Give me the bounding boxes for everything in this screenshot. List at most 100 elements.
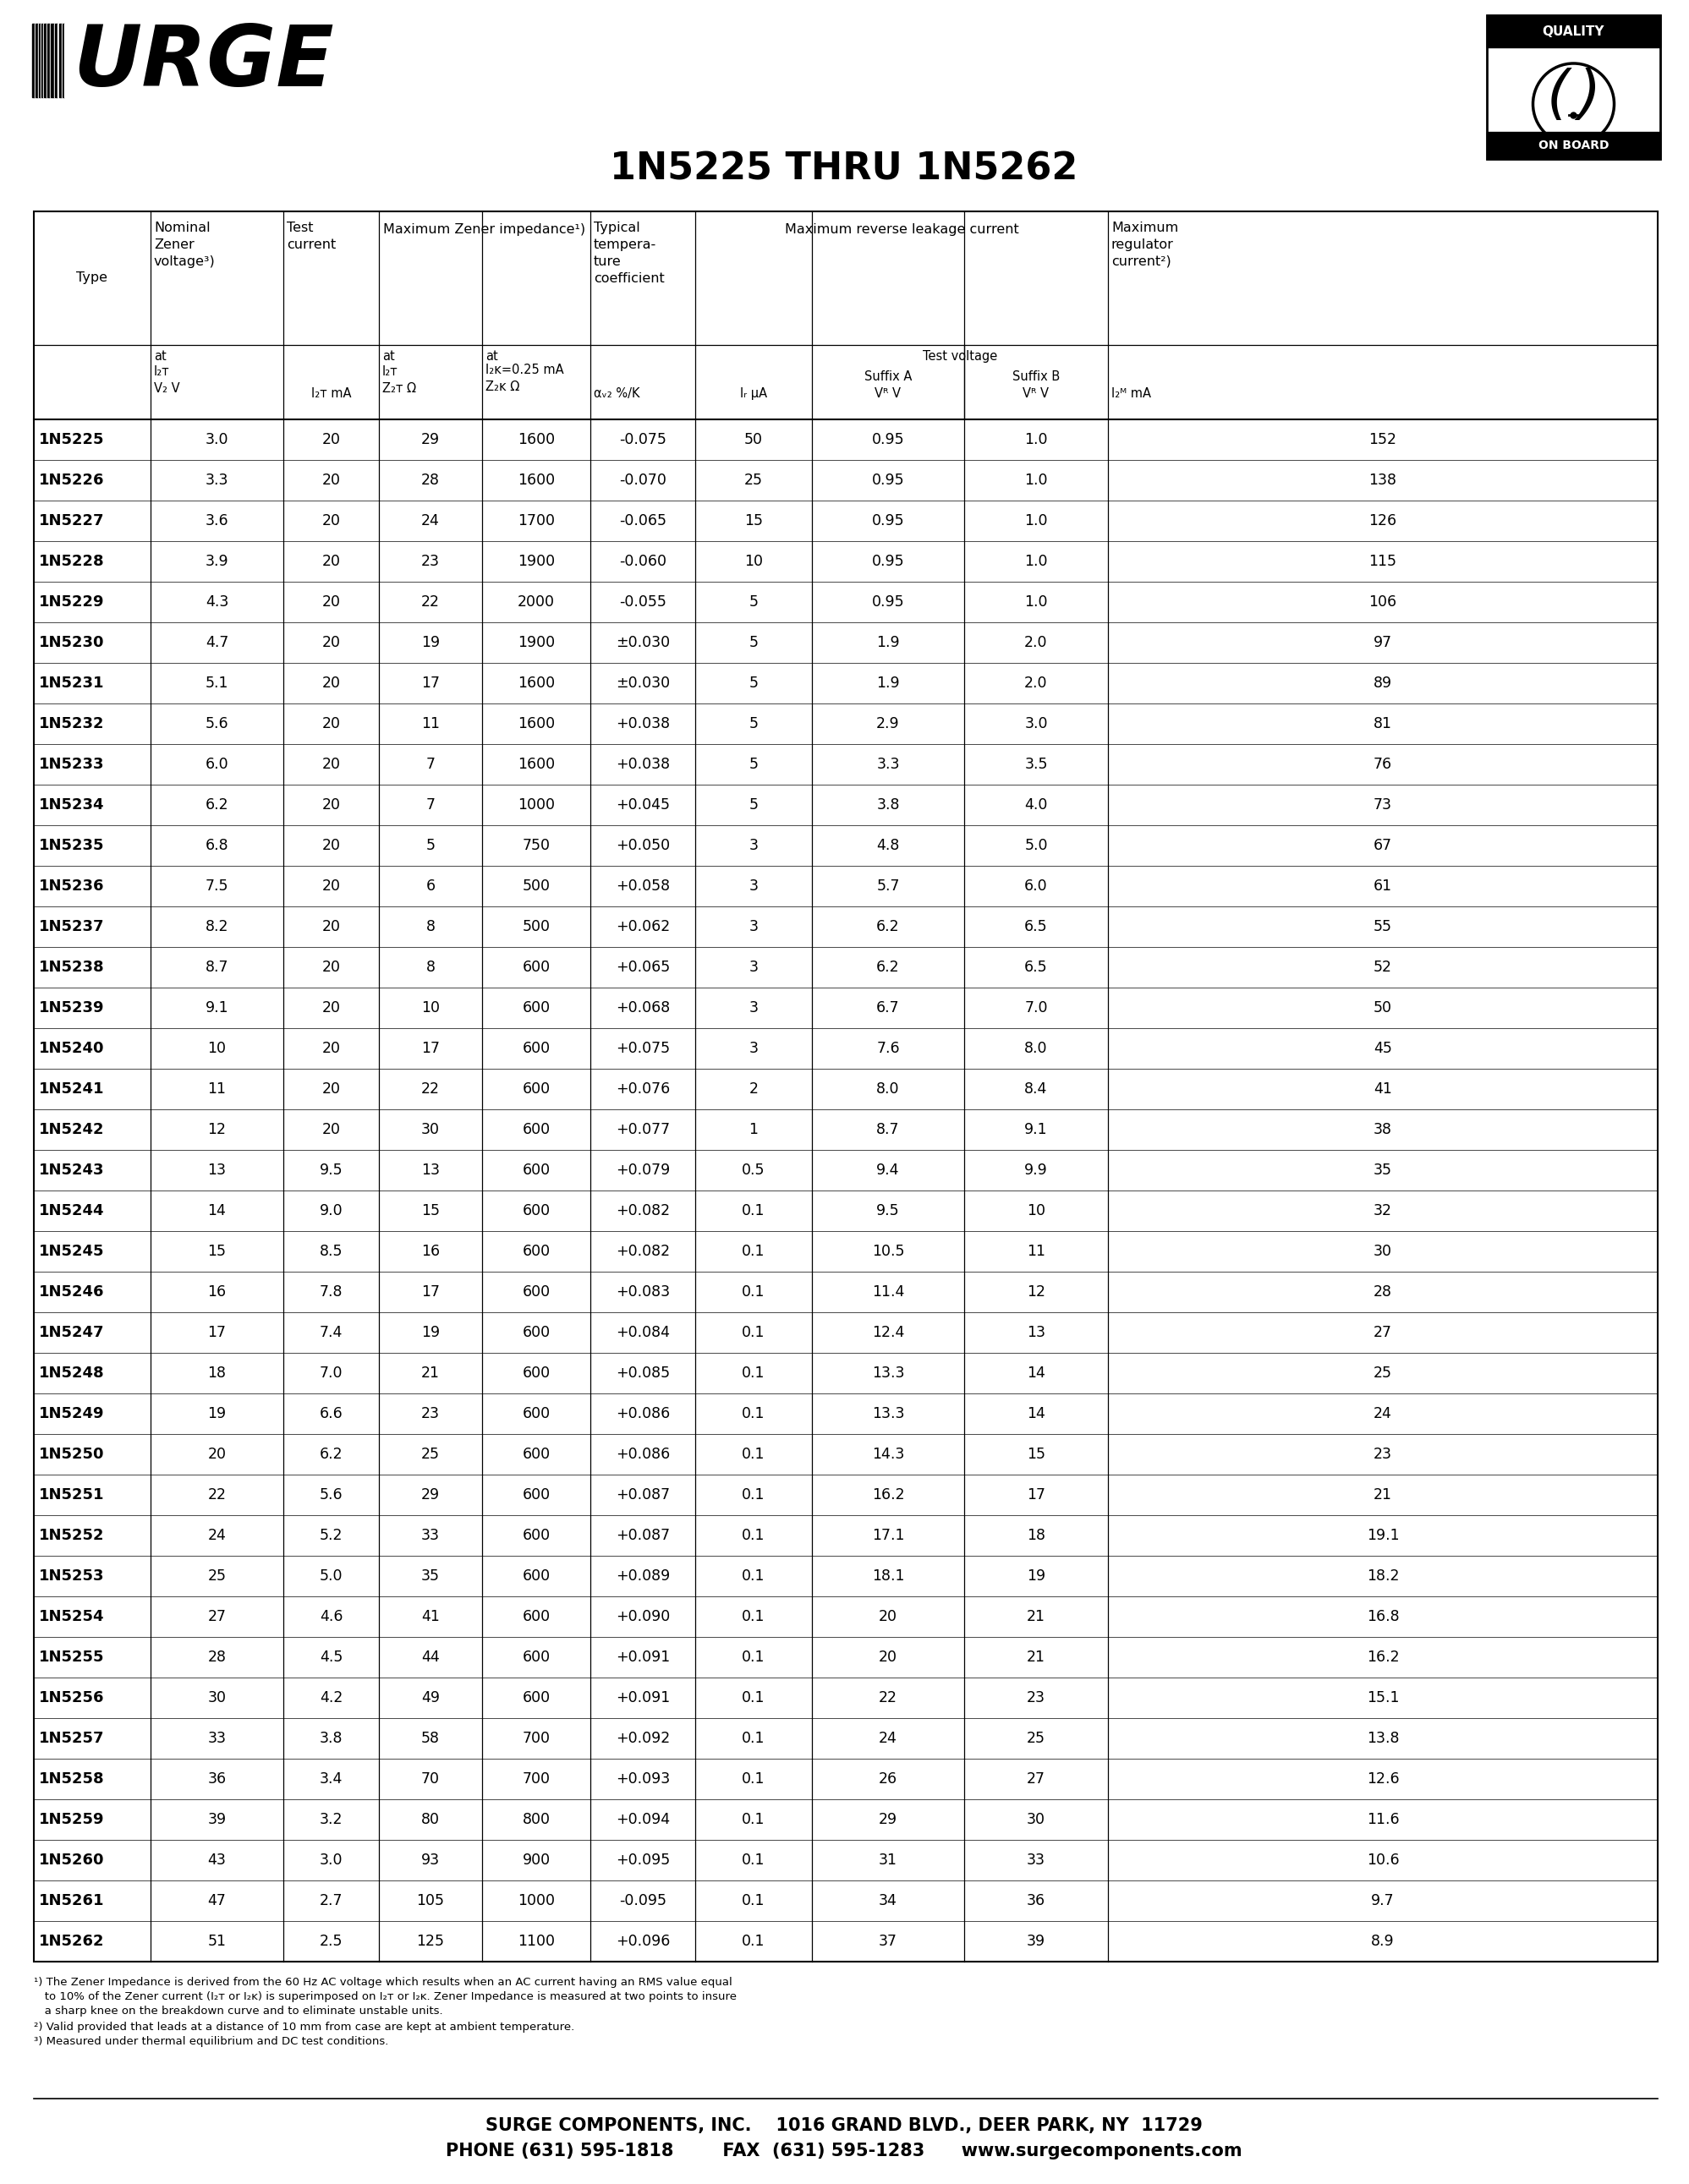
Bar (35, 24, 39, 98)
Text: 0.1: 0.1 (741, 1203, 765, 1219)
Text: 1900: 1900 (517, 555, 556, 570)
Text: +0.096: +0.096 (615, 1933, 671, 1948)
Text: 1.0: 1.0 (1025, 513, 1047, 529)
Text: 20: 20 (208, 1446, 226, 1461)
Text: 21: 21 (1027, 1610, 1045, 1625)
Text: 4.3: 4.3 (206, 594, 228, 609)
Text: 1N5241: 1N5241 (39, 1081, 105, 1096)
Text: 9.1: 9.1 (206, 1000, 228, 1016)
Text: 4.0: 4.0 (1025, 797, 1047, 812)
Text: 13: 13 (208, 1162, 226, 1177)
Text: 9.9: 9.9 (1024, 1162, 1047, 1177)
Text: +0.084: +0.084 (616, 1326, 671, 1341)
Text: 0.1: 0.1 (741, 1487, 765, 1503)
Text: 33: 33 (1027, 1852, 1045, 1867)
Text: 3: 3 (748, 839, 758, 854)
Text: +0.087: +0.087 (616, 1529, 671, 1544)
Text: 44: 44 (421, 1649, 439, 1664)
Text: 20: 20 (323, 1042, 341, 1057)
Text: 22: 22 (421, 1081, 439, 1096)
Text: +0.058: +0.058 (616, 878, 671, 893)
Text: 3.8: 3.8 (319, 1730, 343, 1745)
Text: 17: 17 (421, 675, 439, 690)
Text: 11.4: 11.4 (872, 1284, 904, 1299)
Text: 52: 52 (1373, 959, 1392, 974)
Text: 27: 27 (1027, 1771, 1045, 1787)
Text: 600: 600 (522, 1081, 551, 1096)
Text: 600: 600 (522, 1690, 551, 1706)
Text: 26: 26 (878, 1771, 897, 1787)
Text: 5: 5 (748, 594, 758, 609)
Text: 0.1: 0.1 (741, 1894, 765, 1909)
Text: ON BOARD: ON BOARD (1539, 140, 1610, 151)
Text: 2: 2 (748, 1081, 758, 1096)
Text: 2.0: 2.0 (1025, 636, 1047, 651)
Text: ±0.030: ±0.030 (616, 675, 671, 690)
Text: 30: 30 (421, 1123, 439, 1138)
Text: 1: 1 (748, 1123, 758, 1138)
Text: Iᵣ μA: Iᵣ μA (740, 387, 767, 400)
Text: 0.1: 0.1 (741, 1284, 765, 1299)
Text: 20: 20 (323, 675, 341, 690)
Text: 7.0: 7.0 (1025, 1000, 1047, 1016)
Text: 25: 25 (1373, 1365, 1392, 1380)
Text: (: ( (1547, 68, 1569, 124)
Text: 19.1: 19.1 (1366, 1529, 1398, 1544)
Text: +0.062: +0.062 (615, 919, 671, 935)
Text: 6.2: 6.2 (319, 1446, 343, 1461)
Text: 20: 20 (323, 432, 341, 448)
Text: 13.8: 13.8 (1366, 1730, 1398, 1745)
Text: Suffix B: Suffix B (1012, 371, 1061, 382)
Text: 9.5: 9.5 (877, 1203, 900, 1219)
Text: 24: 24 (421, 513, 439, 529)
Text: PHONE (631) 595-1818        FAX  (631) 595-1283      www.surgecomponents.com: PHONE (631) 595-1818 FAX (631) 595-1283 … (446, 2143, 1243, 2160)
Text: 1000: 1000 (517, 797, 554, 812)
Text: 12: 12 (1027, 1284, 1045, 1299)
Text: 1N5235: 1N5235 (39, 839, 105, 854)
Bar (1486, 131, 1660, 159)
Text: 1600: 1600 (517, 472, 556, 487)
Text: 18: 18 (1027, 1529, 1045, 1544)
Text: 24: 24 (1373, 1406, 1392, 1422)
Text: 23: 23 (421, 1406, 439, 1422)
Text: 600: 600 (522, 1000, 551, 1016)
Text: +0.089: +0.089 (615, 1568, 671, 1583)
Text: 500: 500 (522, 878, 551, 893)
Text: 1N5229: 1N5229 (39, 594, 105, 609)
Bar (62, 24, 64, 98)
Text: 20: 20 (323, 555, 341, 570)
Text: 6.2: 6.2 (877, 919, 900, 935)
Text: 1N5250: 1N5250 (39, 1446, 105, 1461)
Text: 126: 126 (1368, 513, 1397, 529)
Text: 5: 5 (748, 716, 758, 732)
Text: +0.086: +0.086 (615, 1446, 671, 1461)
Text: Nominal: Nominal (154, 221, 209, 234)
Text: 6.0: 6.0 (1025, 878, 1047, 893)
Text: 600: 600 (522, 1326, 551, 1341)
Text: 9.1: 9.1 (1025, 1123, 1047, 1138)
Text: 1N5226: 1N5226 (39, 472, 105, 487)
Text: 20: 20 (323, 839, 341, 854)
Text: Type: Type (76, 271, 108, 284)
Text: 1N5243: 1N5243 (39, 1162, 105, 1177)
Text: ture: ture (595, 256, 622, 269)
Text: 36: 36 (208, 1771, 226, 1787)
Text: +0.077: +0.077 (616, 1123, 671, 1138)
Text: 27: 27 (208, 1610, 226, 1625)
Text: 20: 20 (323, 594, 341, 609)
Text: 2.7: 2.7 (319, 1894, 343, 1909)
Text: ±0.030: ±0.030 (616, 636, 671, 651)
Text: +0.076: +0.076 (615, 1081, 671, 1096)
Text: +0.050: +0.050 (616, 839, 671, 854)
Text: 3.0: 3.0 (206, 432, 228, 448)
Text: I₂ᴛ: I₂ᴛ (154, 365, 169, 378)
Text: -0.095: -0.095 (620, 1894, 667, 1909)
Text: 3.0: 3.0 (319, 1852, 343, 1867)
Text: 30: 30 (1027, 1813, 1045, 1828)
Text: 8.0: 8.0 (877, 1081, 900, 1096)
Text: 4.6: 4.6 (319, 1610, 343, 1625)
Text: 21: 21 (1373, 1487, 1392, 1503)
Text: 10: 10 (421, 1000, 439, 1016)
Bar (57, 24, 59, 98)
Text: 19: 19 (421, 636, 439, 651)
